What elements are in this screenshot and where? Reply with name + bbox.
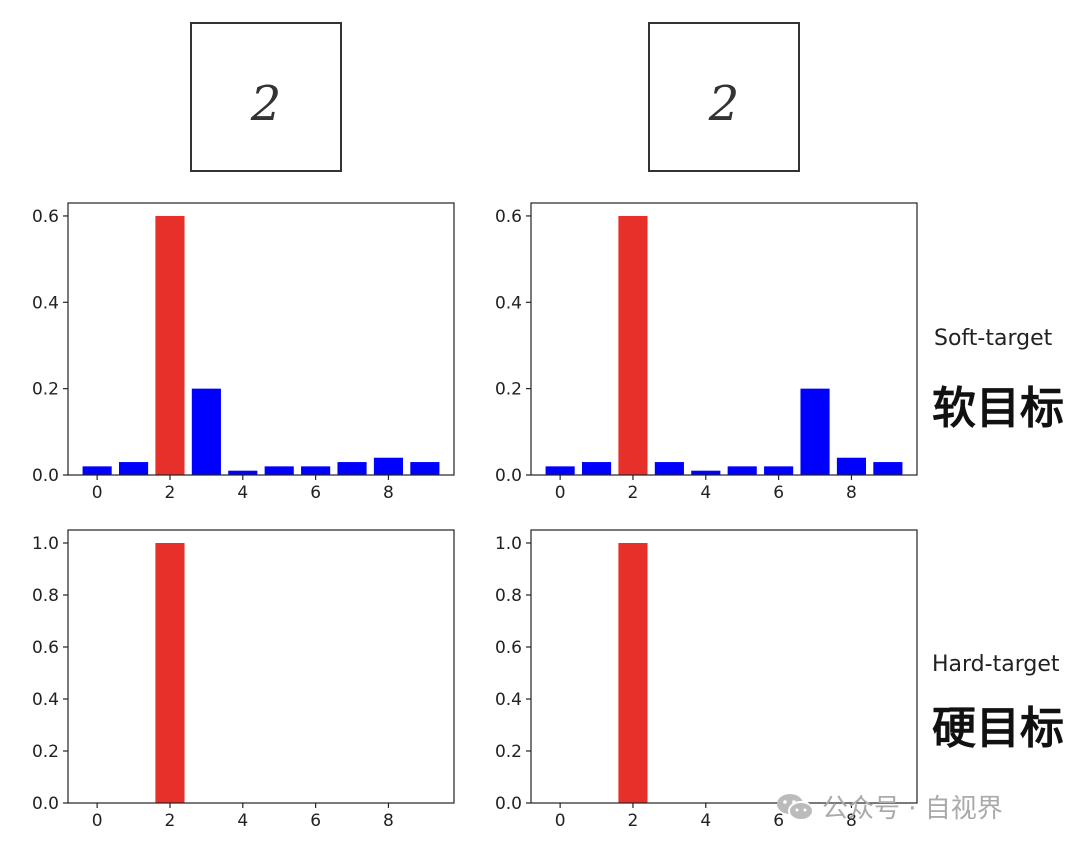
ytick-label-2: 1.0 [32,534,59,554]
bar-0-6 [301,466,331,475]
xtick-label-2: 4 [237,811,248,831]
bar-1-8 [836,457,867,475]
xtick-label-3: 8 [846,811,857,831]
ytick-label-1: 0.0 [495,466,522,486]
watermark-text: 公众号 · 自视界 [822,794,1003,824]
bar-0-9 [410,462,440,475]
xtick-label-1: 6 [773,483,784,503]
xtick-label-1: 4 [700,483,711,503]
bar-0-5 [264,466,294,475]
bar-0-1 [118,462,149,475]
digit-left: 2 [250,76,282,132]
xtick-label-1: 0 [555,483,566,503]
ytick-label-2: 0.4 [32,690,59,710]
axes-frame-0 [67,202,455,476]
ytick-label-0: 0.0 [32,466,59,486]
digit-image-left: 2 [190,22,342,172]
xtick-label-0: 2 [165,483,176,503]
xtick-label-1: 2 [628,483,639,503]
xtick-label-2: 8 [383,811,394,831]
xtick-label-3: 4 [700,811,711,831]
xtick-label-2: 2 [165,811,176,831]
bar-0-7 [337,462,367,475]
ytick-label-2: 0.6 [32,638,59,658]
bar-2-2 [155,543,185,803]
xtick-label-0: 0 [92,483,103,503]
ytick-label-1: 0.2 [495,380,522,400]
bar-0-0 [82,466,112,475]
hard-target-label-cn: 硬目标 [932,703,1064,754]
ytick-label-3: 1.0 [495,534,522,554]
bar-0-4 [228,470,258,475]
axes-frame-3 [530,529,918,804]
ytick-label-0: 0.6 [32,207,59,227]
ytick-label-3: 0.0 [495,794,522,814]
xtick-label-0: 8 [383,483,394,503]
xtick-label-2: 6 [310,811,321,831]
ytick-label-3: 0.2 [495,742,522,762]
soft-target-label-cn: 软目标 [932,383,1064,434]
bar-3-2 [618,543,648,803]
soft-target-label: Soft-target [934,326,1053,351]
xtick-label-2: 0 [92,811,103,831]
ytick-label-3: 0.8 [495,586,522,606]
bar-1-0 [545,466,575,475]
digit-image-right: 2 [648,22,800,172]
ytick-label-3: 0.4 [495,690,522,710]
ytick-label-1: 0.6 [495,207,522,227]
bar-0-2 [155,215,185,475]
bar-1-7 [800,388,830,475]
wechat-icon [777,793,814,821]
xtick-label-0: 4 [237,483,248,503]
ytick-label-2: 0.0 [32,794,59,814]
ytick-label-2: 0.2 [32,742,59,762]
xtick-label-3: 2 [628,811,639,831]
bar-1-1 [581,462,612,475]
bar-0-8 [373,457,404,475]
ytick-label-0: 0.4 [32,293,59,313]
hard-target-label: Hard-target [932,652,1060,677]
watermark: 公众号 · 自视界 [776,788,1003,825]
ytick-label-2: 0.8 [32,586,59,606]
xtick-label-0: 6 [310,483,321,503]
bar-1-9 [873,462,903,475]
digit-right: 2 [708,76,740,132]
ytick-label-0: 0.2 [32,380,59,400]
bar-1-5 [727,466,757,475]
ytick-label-3: 0.6 [495,638,522,658]
bar-1-3 [654,462,684,475]
bar-1-2 [618,215,648,475]
ytick-label-1: 0.4 [495,293,522,313]
axes-frame-1 [530,202,918,476]
xtick-label-1: 8 [846,483,857,503]
bar-1-6 [764,466,794,475]
axes-frame-2 [67,529,455,804]
xtick-label-3: 0 [555,811,566,831]
bar-1-4 [691,470,721,475]
xtick-label-3: 6 [773,811,784,831]
bar-0-3 [191,388,221,475]
